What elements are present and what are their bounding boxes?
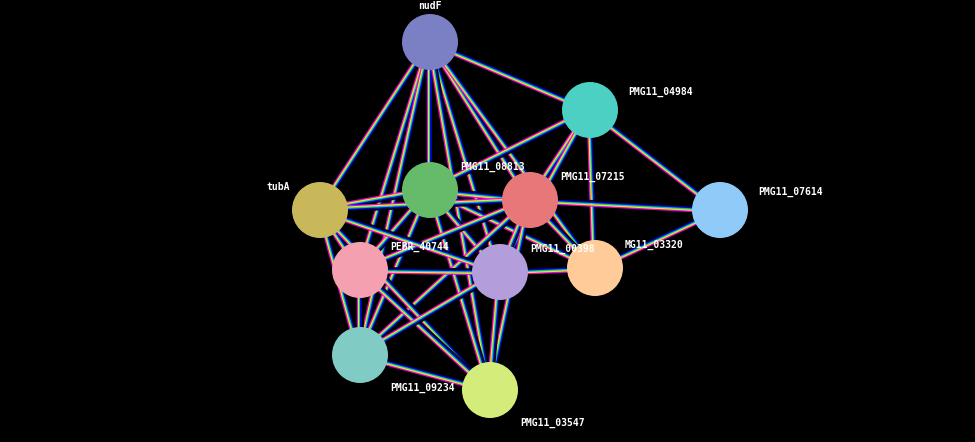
- Circle shape: [472, 244, 528, 300]
- Text: nudF: nudF: [418, 1, 442, 11]
- Text: PMG11_09234: PMG11_09234: [390, 383, 454, 393]
- Circle shape: [292, 182, 348, 238]
- Text: tubA: tubA: [266, 182, 290, 192]
- Circle shape: [402, 14, 458, 70]
- Circle shape: [332, 327, 388, 383]
- Circle shape: [562, 82, 618, 138]
- Text: PMG11_04984: PMG11_04984: [628, 87, 692, 97]
- Text: PMG11_07614: PMG11_07614: [758, 187, 823, 197]
- Text: PMG11_00398: PMG11_00398: [530, 244, 595, 254]
- Circle shape: [567, 240, 623, 296]
- Text: PMG11_08813: PMG11_08813: [460, 162, 525, 172]
- Text: PEBR_40744: PEBR_40744: [390, 242, 448, 252]
- Text: PMG11_03547: PMG11_03547: [520, 418, 585, 428]
- Text: PMG11_07215: PMG11_07215: [560, 172, 625, 182]
- Circle shape: [332, 242, 388, 298]
- Circle shape: [502, 172, 558, 228]
- Circle shape: [462, 362, 518, 418]
- Circle shape: [402, 162, 458, 218]
- Text: MG11_03320: MG11_03320: [625, 240, 683, 250]
- Circle shape: [692, 182, 748, 238]
